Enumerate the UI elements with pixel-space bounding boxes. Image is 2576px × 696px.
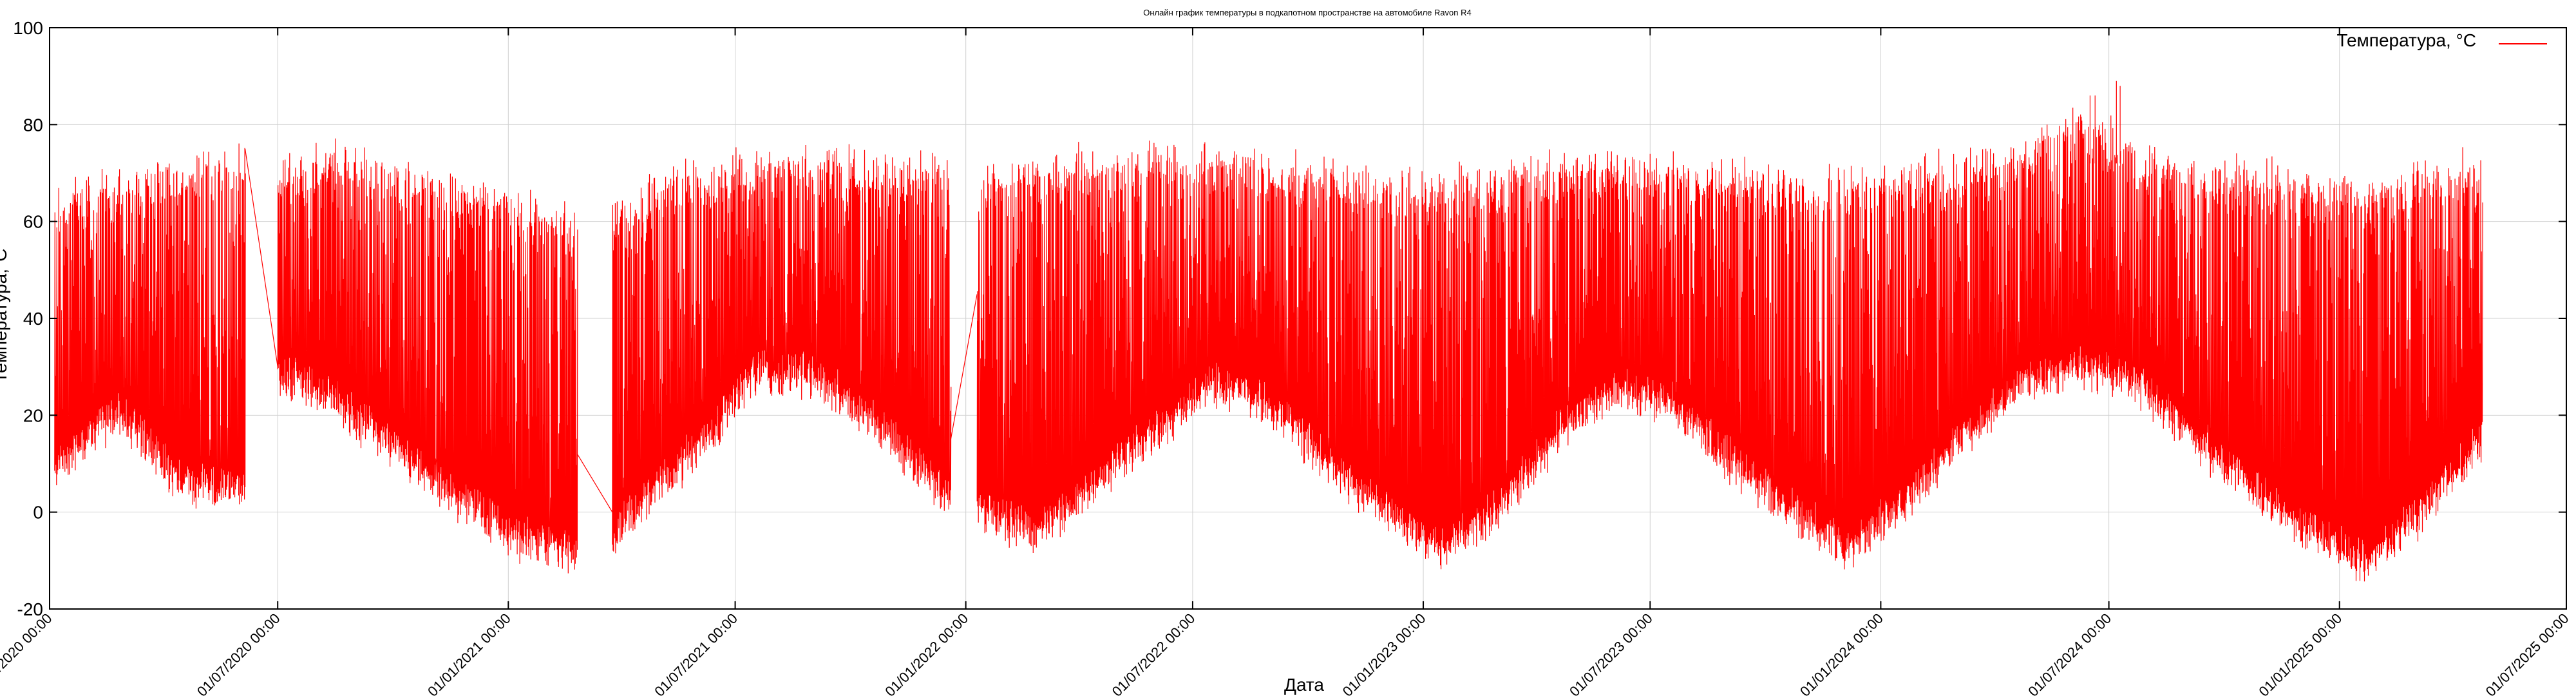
y-tick-label: 40 <box>23 309 43 329</box>
x-axis-label: Дата <box>1284 675 1324 695</box>
y-tick-label: 100 <box>13 18 43 38</box>
data-gap-connector <box>950 294 978 440</box>
data-line-segment <box>612 144 952 554</box>
y-tick-label: 0 <box>33 503 43 523</box>
legend: Температура, °C <box>2336 30 2547 50</box>
temperature-series <box>54 81 2483 582</box>
data-line-segment <box>976 107 2483 582</box>
legend-entry-label: Температура, °C <box>2336 30 2476 50</box>
chart-title: Онлайн график температуры в подкапотном … <box>1143 8 1472 17</box>
y-tick-label: 80 <box>23 115 43 135</box>
y-tick-label: -20 <box>17 599 43 619</box>
data-gap-connector <box>576 454 613 512</box>
y-axis-label: Температура,°C <box>0 249 10 383</box>
data-line-segment <box>277 138 578 574</box>
y-tick-label: 20 <box>23 405 43 425</box>
data-line-segment <box>54 143 246 509</box>
y-axis-ticks: 100 80 60 40 20 0 -20 <box>13 18 2566 619</box>
data-gap-connector <box>245 148 278 367</box>
y-tick-label: 60 <box>23 212 43 232</box>
